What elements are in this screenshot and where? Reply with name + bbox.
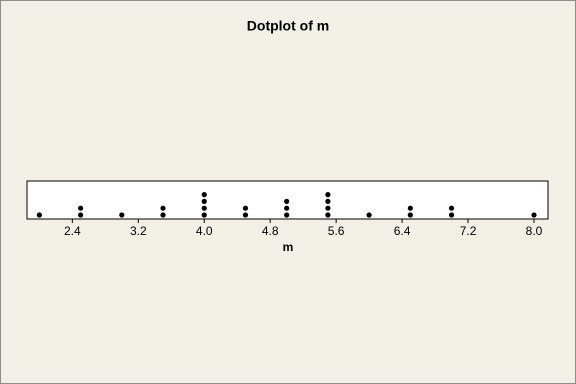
dot-stack [201, 192, 207, 218]
x-tick-label: 8.0 [526, 224, 543, 238]
dot [160, 205, 166, 211]
dot-stack [284, 198, 290, 218]
x-axis-label: m [283, 240, 294, 254]
dot-stack [366, 212, 372, 218]
dot [201, 212, 207, 218]
dot-stack [77, 205, 84, 218]
dot [201, 192, 207, 198]
dot [366, 212, 372, 218]
dot [77, 205, 84, 211]
dot [531, 212, 537, 218]
dot [160, 212, 166, 218]
x-tick-label: 4.0 [196, 224, 213, 238]
x-tick-label: 2.4 [64, 224, 81, 238]
dot [325, 205, 331, 211]
dot [77, 212, 84, 218]
dot-stack [36, 212, 42, 218]
dot [119, 212, 125, 218]
dot [407, 212, 413, 218]
dot [242, 205, 249, 211]
dot-stack [119, 212, 125, 218]
dot [448, 212, 455, 218]
dot [36, 212, 42, 218]
x-tick-label: 6.4 [394, 224, 411, 238]
dot-stack [325, 192, 331, 218]
x-tick-label: 3.2 [130, 224, 147, 238]
dot-stack [242, 205, 249, 218]
dot-stack [531, 212, 537, 218]
dot [284, 212, 290, 218]
dot-stack [407, 205, 413, 218]
dot [242, 212, 249, 218]
dot [325, 198, 331, 204]
dot [325, 212, 331, 218]
dot [284, 205, 290, 211]
dot [448, 205, 455, 211]
dot [201, 198, 207, 204]
x-tick-label: 4.8 [262, 224, 279, 238]
dot [201, 205, 207, 211]
dot-stack [448, 205, 455, 218]
x-tick-label: 7.2 [460, 224, 477, 238]
chart-title: Dotplot of m [247, 18, 329, 34]
dot-stack [160, 205, 166, 218]
x-tick-label: 5.6 [328, 224, 345, 238]
dot [407, 205, 413, 211]
dot [284, 198, 290, 204]
dot [325, 192, 331, 198]
